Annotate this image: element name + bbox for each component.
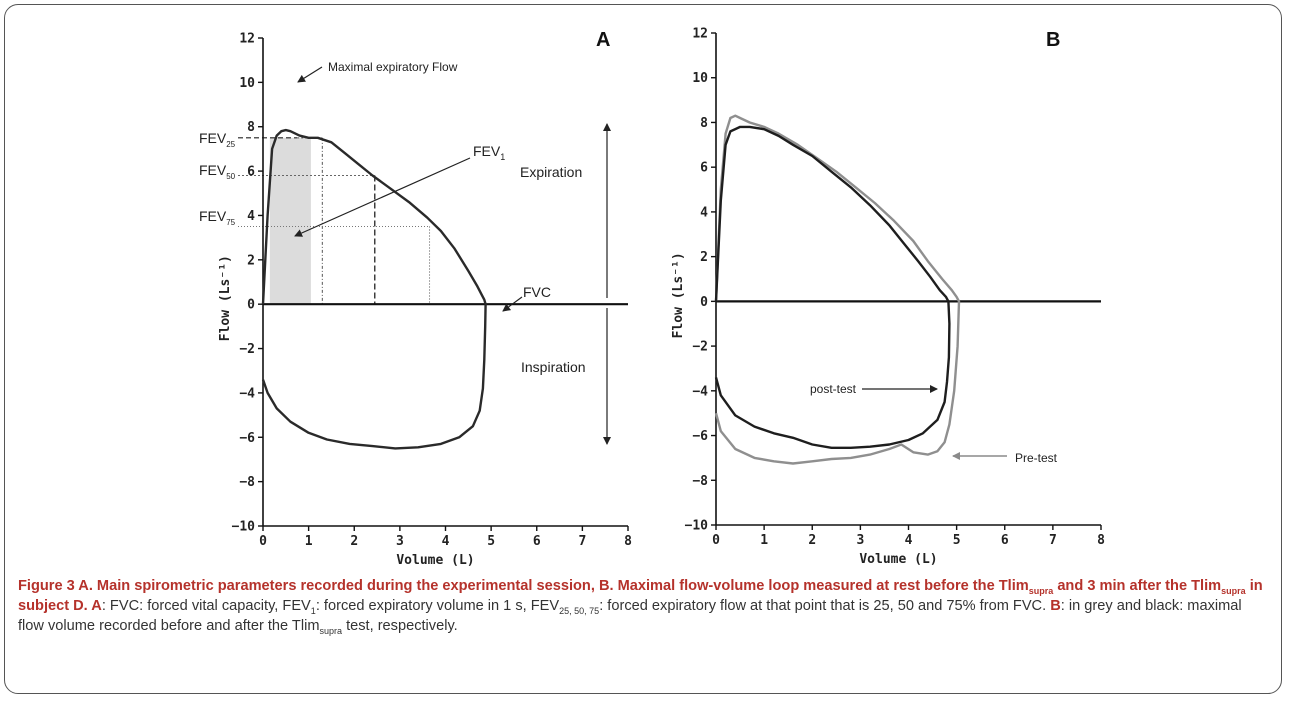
y-tick-label: 10 [692, 71, 708, 86]
x-tick-label: 6 [1001, 533, 1009, 548]
y-tick-label: 10 [239, 76, 255, 91]
y-axis-label: Flow (Ls⁻¹) [218, 255, 233, 341]
y-tick-label: 4 [247, 209, 255, 224]
caption-a-label: A [91, 598, 102, 614]
y-tick-label: 8 [700, 116, 708, 131]
x-tick-label: 8 [1097, 533, 1105, 548]
series-line-a-0 [261, 128, 487, 450]
series-line-pre-test [714, 114, 961, 465]
y-tick-label: −6 [692, 429, 708, 444]
y-tick-label: 2 [247, 253, 255, 268]
post-test-label: post-test [810, 382, 857, 396]
max-flow-annotation: Maximal expiratory Flow [328, 60, 458, 74]
fev25-label: FEV25 [199, 130, 236, 149]
y-tick-label: 2 [700, 250, 708, 265]
x-tick-label: 3 [856, 533, 864, 548]
caption-b-label: B [1050, 598, 1061, 614]
x-tick-label: 7 [1049, 533, 1057, 548]
y-tick-label: 4 [700, 205, 708, 220]
series-line-post-test [714, 125, 951, 449]
fev1-shaded-area [269, 137, 311, 305]
x-axis-label: Volume (L) [859, 552, 937, 567]
x-tick-label: 1 [760, 533, 768, 548]
y-tick-label: −8 [239, 475, 255, 490]
x-tick-label: 3 [396, 534, 404, 549]
expiration-label: Expiration [520, 164, 582, 180]
y-tick-label: −10 [685, 519, 709, 534]
y-tick-label: 0 [700, 295, 708, 310]
y-tick-label: 12 [692, 27, 708, 42]
panel-a-letter: A [596, 29, 610, 51]
x-tick-label: 4 [442, 534, 450, 549]
x-tick-label: 0 [712, 533, 720, 548]
y-tick-label: −2 [239, 342, 255, 357]
x-tick-label: 2 [350, 534, 358, 549]
x-tick-label: 1 [305, 534, 313, 549]
y-tick-label: −10 [232, 520, 256, 535]
x-axis-label: Volume (L) [396, 553, 474, 568]
x-tick-label: 5 [953, 533, 961, 548]
fev75-label: FEV75 [199, 208, 236, 227]
fev1-annotation: FEV1 [473, 143, 505, 162]
pre-test-label: Pre-test [1015, 451, 1058, 465]
y-tick-label: −8 [692, 474, 708, 489]
x-tick-label: 5 [487, 534, 495, 549]
figure-frame [4, 4, 1282, 694]
y-tick-label: −6 [239, 431, 255, 446]
fev50-label: FEV50 [199, 162, 236, 181]
x-tick-label: 0 [259, 534, 267, 549]
y-tick-label: −4 [239, 386, 255, 401]
panel-b-letter: B [1046, 29, 1060, 51]
y-tick-label: 8 [247, 120, 255, 135]
y-tick-label: 6 [247, 165, 255, 180]
y-tick-label: −2 [692, 340, 708, 355]
max-flow-arrow [297, 66, 323, 83]
fvc-annotation: FVC [523, 284, 551, 300]
x-tick-label: 7 [578, 534, 586, 549]
y-tick-label: 12 [239, 32, 255, 47]
x-tick-label: 2 [808, 533, 816, 548]
y-axis-label: Flow (Ls⁻¹) [671, 252, 686, 338]
caption-lead: Figure 3 A. Main spirometric parameters … [18, 578, 1263, 614]
x-tick-label: 6 [533, 534, 541, 549]
y-tick-label: −4 [692, 384, 708, 399]
y-tick-label: 6 [700, 161, 708, 176]
fvc-arrow [502, 296, 523, 312]
inspiration-label: Inspiration [521, 359, 586, 375]
fev1-arrow [294, 157, 471, 237]
x-tick-label: 8 [624, 534, 632, 549]
y-tick-label: 0 [247, 298, 255, 313]
figure-caption: Figure 3 A. Main spirometric parameters … [18, 578, 1263, 636]
x-tick-label: 4 [905, 533, 913, 548]
